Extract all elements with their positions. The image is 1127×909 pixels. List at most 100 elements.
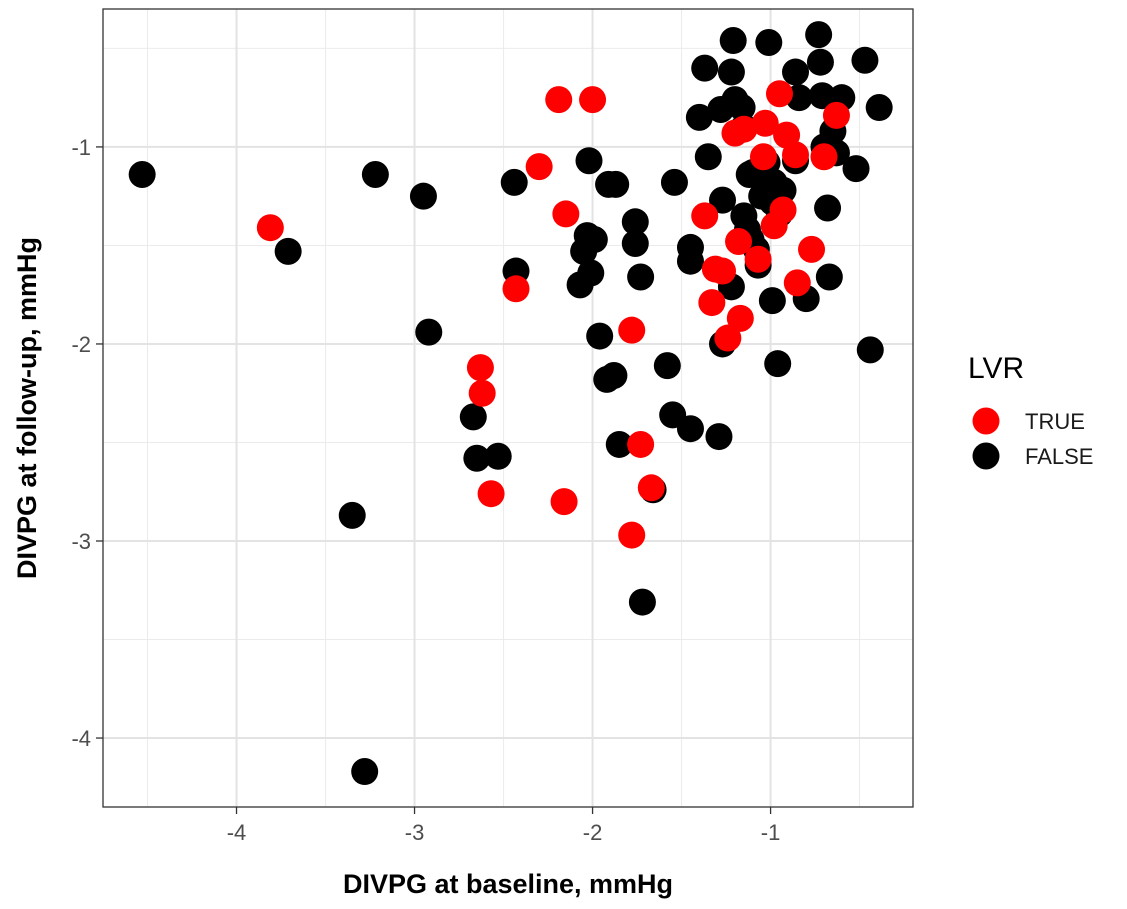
point-false xyxy=(805,21,833,49)
point-true xyxy=(552,200,580,228)
y-tick-label: -3 xyxy=(71,529,91,554)
y-tick-label: -4 xyxy=(71,726,91,751)
point-false xyxy=(566,271,594,299)
legend-label-false: FALSE xyxy=(1025,444,1093,469)
point-false xyxy=(627,263,655,291)
y-axis-title: DIVPG at follow-up, mmHg xyxy=(12,237,42,579)
point-false xyxy=(595,170,623,198)
x-axis-ticks: -4 -3 -2 -1 xyxy=(227,807,781,845)
point-true xyxy=(525,153,553,181)
point-true xyxy=(822,101,850,129)
point-true xyxy=(782,141,810,169)
y-tick-label: -1 xyxy=(71,135,91,160)
point-true xyxy=(468,379,496,407)
point-false xyxy=(782,58,810,86)
point-true xyxy=(765,80,793,108)
point-false xyxy=(814,194,842,222)
point-false xyxy=(570,237,598,265)
data-points xyxy=(128,21,893,786)
point-false xyxy=(719,27,747,55)
point-true xyxy=(256,214,284,242)
point-false xyxy=(653,352,681,380)
point-false xyxy=(865,94,893,122)
point-true xyxy=(769,196,797,224)
point-false xyxy=(758,287,786,315)
point-false xyxy=(463,444,491,472)
point-false xyxy=(717,58,745,86)
point-false xyxy=(575,147,603,175)
point-true xyxy=(714,324,742,352)
point-false xyxy=(484,442,512,470)
point-true xyxy=(618,316,646,344)
point-false xyxy=(676,247,704,275)
point-false xyxy=(500,168,528,196)
point-true xyxy=(798,235,826,263)
point-true xyxy=(749,143,777,171)
point-false xyxy=(851,46,879,74)
point-false xyxy=(842,155,870,183)
grid xyxy=(103,9,913,807)
legend-key-false xyxy=(972,442,1000,470)
point-true xyxy=(744,245,772,273)
legend-key-true xyxy=(972,407,1000,435)
point-true xyxy=(726,304,754,332)
point-false xyxy=(586,322,614,350)
point-true xyxy=(730,115,758,143)
point-true xyxy=(477,480,505,508)
point-false xyxy=(361,161,389,189)
point-false xyxy=(808,82,836,110)
legend-title: LVR xyxy=(968,352,1024,385)
point-true xyxy=(751,109,779,137)
x-axis-title: DIVPG at baseline, mmHg xyxy=(343,869,673,899)
legend: LVR TRUE FALSE xyxy=(968,352,1093,470)
point-true xyxy=(579,86,607,114)
point-false xyxy=(459,403,487,431)
point-true xyxy=(698,289,726,317)
legend-entries: TRUE FALSE xyxy=(972,407,1093,470)
point-false xyxy=(755,28,783,56)
point-false xyxy=(691,54,719,82)
point-false xyxy=(709,186,737,214)
x-tick-label: -2 xyxy=(583,820,603,845)
point-false xyxy=(628,588,656,616)
point-false xyxy=(705,423,733,451)
point-false xyxy=(806,48,834,76)
point-false xyxy=(728,94,756,122)
point-false xyxy=(694,143,722,171)
point-true xyxy=(502,275,530,303)
y-tick-label: -2 xyxy=(71,332,91,357)
x-tick-label: -3 xyxy=(405,820,425,845)
point-false xyxy=(274,237,302,265)
point-true xyxy=(627,430,655,458)
point-false xyxy=(660,168,688,196)
point-false xyxy=(351,758,379,786)
point-true xyxy=(466,354,494,382)
point-false xyxy=(621,208,649,236)
point-true xyxy=(618,521,646,549)
point-false xyxy=(769,176,797,204)
point-false xyxy=(409,182,437,210)
point-false xyxy=(621,229,649,257)
point-true xyxy=(550,488,578,516)
point-true xyxy=(637,474,665,502)
point-false xyxy=(415,318,443,346)
plot-panel-border xyxy=(102,8,914,808)
point-false xyxy=(685,103,713,131)
point-true xyxy=(545,86,573,114)
point-true xyxy=(709,257,737,285)
point-false xyxy=(707,95,735,123)
point-true xyxy=(810,143,838,171)
point-false xyxy=(856,336,884,364)
point-false xyxy=(605,430,633,458)
point-true xyxy=(725,228,753,256)
point-false xyxy=(676,415,704,443)
point-false xyxy=(600,361,628,389)
point-false xyxy=(815,263,843,291)
x-tick-label: -4 xyxy=(227,820,247,845)
point-false xyxy=(338,501,366,529)
x-tick-label: -1 xyxy=(761,820,781,845)
legend-label-true: TRUE xyxy=(1025,409,1085,434)
